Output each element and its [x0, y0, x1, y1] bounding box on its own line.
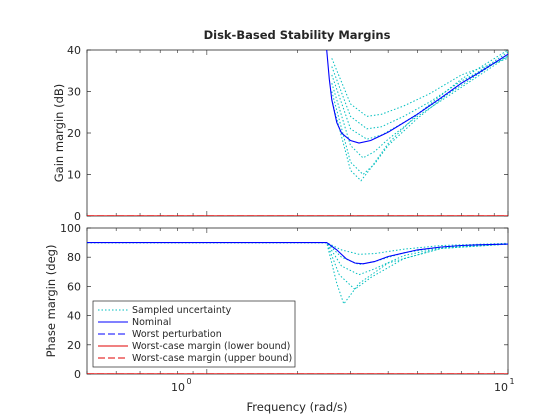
- gain-axis-ticks: 0 10 20 30 40: [67, 44, 509, 223]
- xtick-label-10-0: 10 0: [171, 377, 192, 394]
- chart-title: Disk-Based Stability Margins: [204, 28, 391, 42]
- phase-ytick-label: 0: [74, 368, 81, 381]
- legend-label-lower-bound: Worst-case margin (lower bound): [132, 341, 290, 352]
- gain-ytick-label: 20: [67, 127, 81, 140]
- gain-sampled-curve-3: [331, 55, 508, 159]
- svg-text:10: 10: [171, 381, 185, 394]
- legend-label-sampled: Sampled uncertainty: [132, 305, 232, 316]
- phase-sampled-curve-4: [87, 242, 508, 305]
- legend-label-nominal: Nominal: [132, 317, 171, 328]
- phase-axis-ticks: 0 20 40 60 80 100: [60, 222, 509, 381]
- legend-label-worst-perturbation: Worst perturbation: [132, 329, 222, 340]
- gain-ytick-label: 0: [74, 210, 81, 223]
- gain-sampled-curve-2: [331, 53, 508, 140]
- phase-ytick-label: 100: [60, 222, 81, 235]
- legend-box: [92, 300, 296, 368]
- gain-ytick-label: 30: [67, 86, 81, 99]
- phase-sampled-curve-2: [87, 242, 508, 276]
- gain-sampled-curve-0: [331, 57, 508, 117]
- phase-ylabel: Phase margin (deg): [44, 245, 58, 358]
- gain-nominal-curve: [326, 50, 508, 144]
- svg-text:10: 10: [494, 381, 508, 394]
- phase-ytick-label: 80: [67, 251, 81, 264]
- gain-plot-lines: [87, 50, 508, 216]
- gain-ytick-label: 40: [67, 44, 81, 57]
- legend: Sampled uncertainty Nominal Worst pertur…: [92, 300, 296, 368]
- gain-ylabel: Gain margin (dB): [52, 84, 66, 182]
- phase-ytick-label: 40: [67, 310, 81, 323]
- svg-text:1: 1: [509, 377, 514, 386]
- gain-axes-frame: [86, 49, 509, 217]
- gain-ytick-label: 10: [67, 169, 81, 182]
- svg-text:0: 0: [186, 377, 191, 386]
- phase-ytick-label: 20: [67, 339, 81, 352]
- gain-sampled-curve-1: [331, 55, 508, 130]
- phase-plot-lines: [87, 242, 508, 374]
- phase-sampled-curve-3: [87, 242, 508, 290]
- legend-label-upper-bound: Worst-case margin (upper bound): [132, 353, 292, 364]
- chart-xlabel: Frequency (rad/s): [247, 400, 348, 414]
- phase-ytick-label: 60: [67, 280, 81, 293]
- phase-nominal-curve: [87, 242, 508, 265]
- xtick-label-10-1: 10 1: [494, 377, 515, 394]
